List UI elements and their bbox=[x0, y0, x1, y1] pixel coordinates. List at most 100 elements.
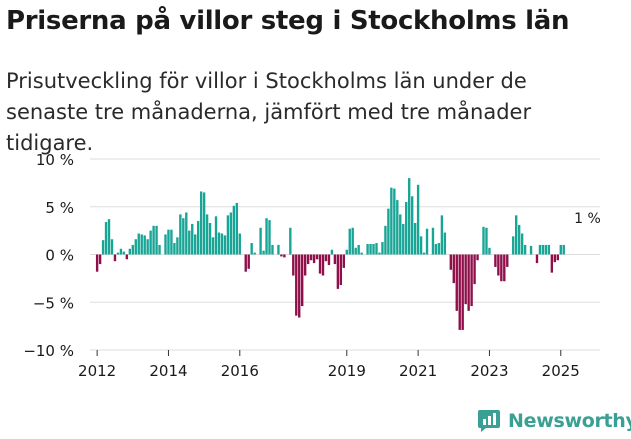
bar bbox=[541, 244, 545, 255]
bar bbox=[235, 202, 239, 255]
bar bbox=[378, 252, 381, 255]
bar bbox=[366, 244, 369, 255]
bar-series bbox=[95, 178, 565, 330]
bar bbox=[339, 254, 343, 286]
y-tick-label: 5 % bbox=[45, 199, 74, 217]
bar bbox=[292, 254, 295, 276]
bar bbox=[443, 232, 447, 255]
bar bbox=[250, 243, 253, 255]
bar bbox=[425, 228, 429, 255]
bar bbox=[202, 192, 206, 255]
bar bbox=[396, 200, 399, 255]
bar bbox=[506, 254, 509, 267]
bar bbox=[458, 254, 461, 330]
bar bbox=[520, 233, 524, 255]
y-tick-label: 10 % bbox=[36, 151, 74, 169]
bar bbox=[98, 254, 102, 265]
bar bbox=[137, 233, 140, 255]
bar bbox=[182, 218, 185, 255]
bar bbox=[211, 237, 215, 255]
bar bbox=[185, 212, 188, 255]
bar bbox=[158, 244, 161, 255]
bar bbox=[357, 244, 360, 255]
bar bbox=[413, 222, 417, 255]
bar bbox=[167, 229, 170, 255]
bar bbox=[191, 223, 194, 255]
bar bbox=[482, 226, 485, 255]
bar bbox=[538, 244, 542, 255]
bar bbox=[262, 250, 265, 255]
bar bbox=[512, 236, 515, 255]
bar bbox=[101, 240, 105, 255]
newsworthy-logo-icon bbox=[478, 410, 500, 432]
bar bbox=[408, 178, 411, 255]
bar bbox=[517, 224, 521, 255]
bar bbox=[351, 227, 354, 255]
bar bbox=[119, 248, 123, 255]
bar bbox=[309, 254, 313, 261]
bar bbox=[164, 234, 167, 255]
bar bbox=[461, 254, 464, 330]
bar bbox=[199, 191, 203, 255]
bar bbox=[449, 254, 452, 270]
y-tick-label: −10 % bbox=[23, 342, 74, 360]
bar bbox=[208, 222, 212, 255]
bar bbox=[342, 254, 345, 268]
bar bbox=[440, 215, 444, 255]
bar bbox=[494, 254, 497, 267]
newsworthy-logo-text: Newsworthy bbox=[508, 410, 631, 432]
latest-value-label: 1 % bbox=[574, 211, 601, 227]
bar bbox=[280, 254, 283, 257]
y-tick-label: −5 % bbox=[33, 294, 74, 312]
bar bbox=[390, 187, 393, 255]
bar bbox=[500, 254, 503, 282]
bar bbox=[327, 254, 331, 265]
bar bbox=[550, 254, 554, 273]
bar bbox=[535, 254, 539, 264]
bar bbox=[232, 205, 236, 255]
bar bbox=[277, 244, 280, 255]
bar bbox=[289, 227, 292, 255]
bar bbox=[217, 232, 221, 255]
chart-subtitle: Prisutveckling för villor i Stockholms l… bbox=[6, 69, 532, 155]
bar bbox=[95, 254, 99, 272]
bar bbox=[553, 254, 557, 263]
bar bbox=[369, 244, 372, 255]
bar bbox=[485, 227, 488, 255]
bar bbox=[348, 228, 351, 255]
bar bbox=[238, 233, 241, 255]
bar bbox=[134, 239, 137, 255]
bar bbox=[306, 254, 310, 265]
bar bbox=[128, 248, 132, 255]
bar bbox=[375, 243, 378, 255]
bar bbox=[354, 247, 357, 255]
bar bbox=[419, 236, 423, 255]
bar bbox=[104, 222, 108, 255]
bar bbox=[467, 254, 470, 311]
bar bbox=[122, 251, 126, 255]
x-axis bbox=[96, 350, 562, 356]
bar bbox=[416, 184, 420, 255]
bar bbox=[559, 244, 562, 255]
x-tick-label: 2019 bbox=[328, 362, 366, 380]
bar bbox=[387, 208, 390, 255]
bar bbox=[303, 254, 307, 276]
chart-labels: 10 % 5 % 0 % −5 % −10 %2012 2014 2016 2019 2021 2… bbox=[23, 151, 601, 380]
bar bbox=[155, 225, 158, 255]
bar bbox=[173, 243, 176, 255]
bar bbox=[298, 254, 301, 318]
bar bbox=[223, 235, 227, 255]
bar bbox=[410, 196, 414, 255]
bar bbox=[253, 252, 256, 255]
bar bbox=[188, 230, 191, 255]
bar bbox=[562, 244, 565, 255]
bar bbox=[194, 234, 197, 255]
chart-title: Priserna på villor steg i Stockholms län bbox=[6, 6, 570, 36]
bar bbox=[229, 212, 233, 255]
bar bbox=[140, 234, 143, 255]
bar bbox=[544, 244, 548, 255]
bar bbox=[116, 252, 120, 255]
bar bbox=[107, 219, 111, 255]
bar bbox=[381, 242, 384, 255]
